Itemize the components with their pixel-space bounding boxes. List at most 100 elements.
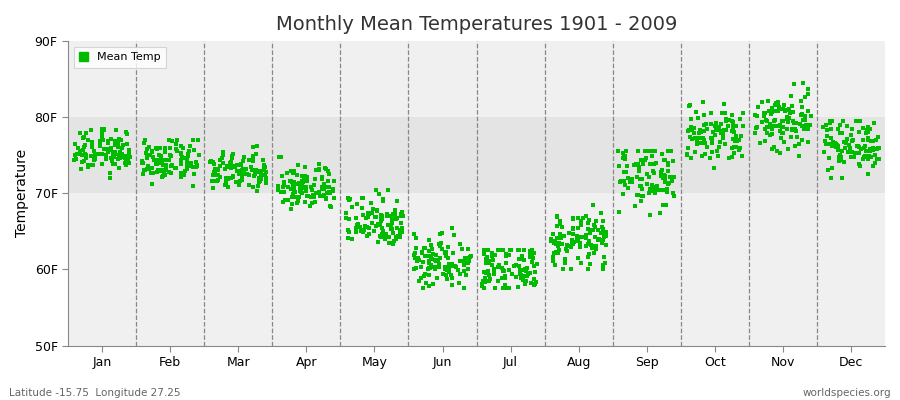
Point	[319, 166, 333, 172]
Point	[716, 128, 730, 134]
Point	[776, 130, 790, 136]
Point	[377, 233, 392, 239]
Point	[308, 176, 322, 182]
Point	[712, 126, 726, 133]
Point	[210, 178, 224, 184]
Point	[589, 244, 603, 251]
Point	[389, 234, 403, 240]
Point	[165, 162, 179, 168]
Point	[727, 144, 742, 150]
Point	[730, 138, 744, 144]
Point	[545, 258, 560, 264]
Point	[592, 236, 607, 242]
Point	[241, 172, 256, 178]
Point	[822, 154, 836, 161]
Point	[209, 172, 223, 178]
Point	[697, 112, 711, 118]
Point	[774, 134, 788, 141]
Point	[516, 277, 530, 284]
Point	[144, 170, 158, 176]
Point	[295, 178, 310, 184]
Point	[292, 180, 307, 186]
Point	[835, 118, 850, 124]
Point	[796, 126, 811, 132]
Point	[706, 129, 720, 135]
Point	[515, 253, 529, 260]
Point	[152, 157, 166, 164]
Point	[438, 264, 453, 270]
Point	[797, 117, 812, 123]
Point	[616, 150, 630, 156]
Point	[113, 137, 128, 144]
Point	[341, 229, 356, 235]
Point	[585, 226, 599, 233]
Point	[362, 211, 376, 217]
Point	[705, 137, 719, 144]
Point	[68, 141, 82, 147]
Point	[237, 158, 251, 164]
Point	[287, 194, 302, 200]
Point	[511, 247, 526, 254]
Point	[508, 274, 523, 280]
Point	[407, 252, 421, 258]
Point	[215, 160, 230, 166]
Point	[69, 151, 84, 157]
Point	[523, 254, 537, 260]
Point	[348, 215, 363, 222]
Point	[253, 178, 267, 184]
Point	[845, 138, 859, 144]
Point	[376, 196, 391, 202]
Point	[792, 153, 806, 160]
Point	[122, 147, 136, 154]
Point	[594, 230, 608, 236]
Point	[871, 145, 886, 152]
Point	[433, 243, 447, 249]
Point	[237, 167, 251, 173]
Point	[761, 98, 776, 104]
Point	[717, 140, 732, 147]
Point	[104, 147, 118, 153]
Point	[459, 272, 473, 278]
Point	[484, 252, 499, 259]
Point	[385, 211, 400, 217]
Point	[428, 258, 443, 264]
Point	[759, 117, 773, 123]
Point	[518, 273, 532, 280]
Point	[763, 123, 778, 129]
Point	[834, 148, 849, 154]
Point	[311, 160, 326, 167]
Point	[327, 178, 341, 184]
Point	[595, 266, 609, 273]
Point	[582, 217, 597, 223]
Point	[246, 155, 260, 161]
Point	[119, 158, 133, 164]
Point	[680, 152, 694, 158]
Point	[248, 150, 263, 157]
Point	[226, 174, 240, 180]
Point	[724, 154, 739, 160]
Point	[481, 260, 495, 266]
Point	[794, 111, 808, 118]
Point	[180, 166, 194, 172]
Point	[589, 218, 603, 224]
Point	[256, 164, 271, 171]
Point	[760, 124, 774, 130]
Point	[619, 148, 634, 155]
Point	[773, 128, 788, 134]
Point	[123, 154, 138, 160]
Point	[370, 207, 384, 213]
Point	[350, 224, 365, 230]
Point	[254, 172, 268, 179]
Point	[820, 133, 834, 139]
Point	[643, 148, 657, 155]
Point	[445, 282, 459, 288]
Point	[177, 172, 192, 178]
Point	[638, 157, 652, 164]
Point	[519, 264, 534, 271]
Point	[349, 229, 364, 235]
Point	[418, 253, 432, 259]
Point	[218, 182, 232, 188]
Point	[840, 123, 854, 130]
Point	[231, 182, 246, 189]
Point	[380, 210, 394, 217]
